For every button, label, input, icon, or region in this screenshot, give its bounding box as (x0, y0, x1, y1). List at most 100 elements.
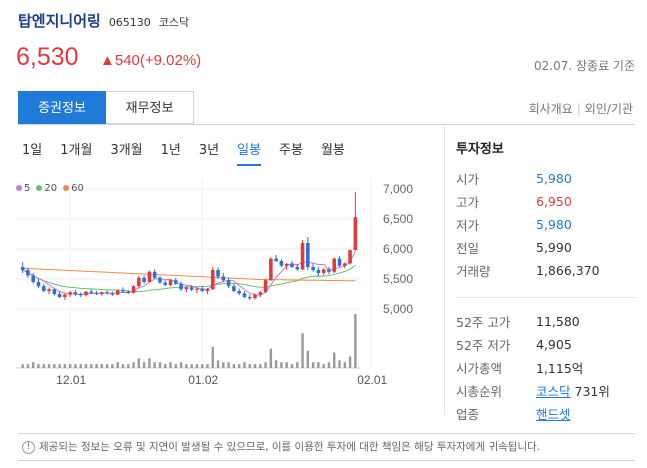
y-tick-label: 6,000 (383, 242, 413, 256)
y-tick-label: 6,500 (383, 212, 413, 226)
info-row-52w-high: 52주 고가 11,580 (456, 314, 580, 330)
foreign-institution-link[interactable]: 외인/기관 (584, 102, 633, 116)
info-title: 투자정보 (456, 142, 504, 157)
candle-body (47, 289, 51, 291)
candle-body (20, 267, 25, 270)
volume-bar (285, 362, 288, 368)
candle-body (105, 292, 109, 294)
candle-body (226, 280, 231, 287)
candle-body (78, 294, 83, 296)
candle-body (100, 292, 104, 294)
volume-bar (296, 362, 299, 368)
period-weekly[interactable]: 주봉 (279, 143, 303, 158)
candle-body (168, 280, 173, 285)
stock-name[interactable]: 탑엔지니어링 (18, 12, 101, 30)
investment-info: 투자정보 시가 5,980 고가 6,950 저가 5,980 전일 5,990 거래량… (456, 138, 636, 425)
legend-ma20: 20 (36, 183, 57, 194)
candle-body (216, 270, 220, 277)
x-tick-label: 02.01 (357, 373, 387, 387)
candle-body (89, 291, 94, 293)
candle-body (279, 261, 284, 266)
panel-divider (444, 125, 445, 415)
volume-bar (222, 362, 225, 368)
volume-bar (333, 352, 336, 368)
top-links: 회사개요 | 외인/기관 (529, 100, 633, 117)
candle-body (306, 243, 310, 267)
volume-bar (243, 362, 246, 368)
tab-financial-info[interactable]: 재무정보 (106, 91, 194, 124)
volume-bar (232, 364, 236, 368)
volume-bar (259, 364, 262, 368)
period-daily[interactable]: 일봉 (237, 139, 262, 166)
volume-bar (290, 364, 294, 368)
volume-bar (127, 364, 130, 368)
volume-bar (216, 360, 220, 368)
volume-bar (348, 356, 352, 368)
candle-body (110, 293, 115, 295)
period-3m[interactable]: 3개월 (110, 143, 143, 158)
stock-market: 코스닥 (158, 16, 190, 29)
candle-body (73, 292, 78, 294)
info-row-sector: 업종 핸드셋 (456, 407, 571, 422)
volume-bar (269, 348, 273, 368)
candle-body (290, 264, 294, 267)
candle-body (179, 283, 183, 290)
candle-body (237, 291, 241, 294)
candle-body (295, 267, 300, 270)
volume-bar (148, 358, 151, 368)
period-3y[interactable]: 3년 (198, 143, 220, 158)
volume-bar (174, 364, 177, 368)
period-selector: 1일 1개월 3개월 1년 3년 일봉 주봉 월봉 (22, 139, 363, 166)
volume-bar (190, 364, 193, 368)
volume-bar (164, 364, 167, 368)
period-1y[interactable]: 1년 (160, 143, 181, 158)
candle-body (26, 270, 30, 276)
candle-body (253, 294, 257, 299)
volume-bar (63, 364, 67, 368)
market-link[interactable]: 코스닥 (536, 384, 571, 399)
volume-bar (21, 364, 24, 368)
candle-body (337, 258, 342, 266)
candle-body (210, 270, 215, 290)
candle-body (36, 282, 41, 287)
candle-body (311, 267, 315, 270)
volume-bar (227, 362, 230, 368)
sector-link[interactable]: 핸드셋 (536, 407, 571, 422)
candle-body (121, 290, 125, 292)
candle-body (321, 269, 326, 273)
volume-bar (142, 362, 146, 368)
info-row-low: 저가 5,980 (456, 217, 572, 233)
candle-body (348, 250, 352, 264)
legend-ma5: 5 (16, 183, 30, 194)
volume-bar (47, 364, 51, 368)
volume-bar (338, 360, 341, 368)
volume-bar (280, 362, 283, 368)
candle-body (68, 292, 72, 295)
volume-bar (274, 360, 278, 368)
volume-bar (317, 362, 320, 368)
period-1m[interactable]: 1개월 (60, 143, 93, 158)
period-monthly[interactable]: 월봉 (320, 143, 345, 158)
candle-body (258, 292, 263, 295)
company-overview-link[interactable]: 회사개요 (528, 102, 573, 116)
candle-body (316, 270, 321, 273)
stock-code: 065130 (108, 16, 151, 29)
volume-bar (121, 364, 125, 368)
candle-body (189, 287, 194, 290)
volume-bar (153, 362, 156, 368)
volume-bar (84, 364, 88, 368)
info-row-52w-low: 52주 저가 4,905 (456, 337, 572, 353)
tab-stock-info[interactable]: 증권정보 (18, 91, 106, 124)
candle-body (332, 258, 337, 272)
candle-body (200, 288, 205, 291)
candle-body (232, 286, 236, 291)
period-1d[interactable]: 1일 (22, 143, 43, 158)
volume-bar (26, 364, 30, 368)
volume-bar (53, 364, 56, 368)
candle-body (300, 243, 305, 270)
candle-body (242, 293, 247, 297)
candle-body (158, 277, 162, 283)
candle-body (31, 275, 36, 282)
candle-body (115, 290, 120, 295)
volume-bar (211, 346, 214, 368)
